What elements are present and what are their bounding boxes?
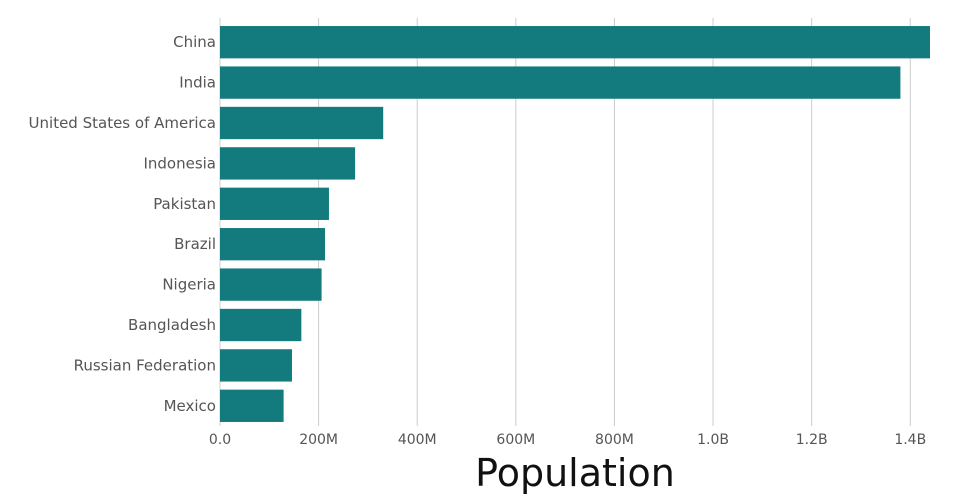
category-label: India <box>179 74 216 92</box>
category-label: Indonesia <box>143 154 216 172</box>
category-label: Nigeria <box>162 276 216 294</box>
bar[interactable] <box>220 106 384 140</box>
category-label: Russian Federation <box>74 356 216 374</box>
bar[interactable] <box>220 228 326 261</box>
x-tick-label: 1.2B <box>796 432 828 448</box>
category-labels: China India United States of America Indone… <box>29 33 216 415</box>
x-tick-label: 200M <box>299 432 338 448</box>
bar[interactable] <box>220 187 329 220</box>
category-label: Mexico <box>164 397 216 415</box>
category-label: United States of America <box>29 114 216 132</box>
category-label: Bangladesh <box>128 316 216 334</box>
bars <box>220 26 930 422</box>
bar[interactable] <box>220 268 322 301</box>
bar[interactable] <box>220 349 292 382</box>
x-tick-label: 0.0 <box>209 432 231 448</box>
x-tick-label: 800M <box>595 432 634 448</box>
category-label: China <box>173 33 216 51</box>
x-tick-label: 1.4B <box>894 432 926 448</box>
x-tick-labels: 0.0 200M 400M 600M 800M 1.0B 1.2B 1.4B <box>209 432 926 448</box>
bar[interactable] <box>220 308 302 342</box>
category-label: Pakistan <box>153 195 216 213</box>
category-label: Brazil <box>174 235 216 253</box>
x-tick-label: 1.0B <box>697 432 729 448</box>
bar[interactable] <box>220 26 930 59</box>
bar[interactable] <box>220 147 356 180</box>
x-axis-title: Population <box>475 451 675 495</box>
bar[interactable] <box>220 66 901 99</box>
bar[interactable] <box>220 389 284 422</box>
x-tick-label: 600M <box>496 432 535 448</box>
x-tick-label: 400M <box>398 432 437 448</box>
